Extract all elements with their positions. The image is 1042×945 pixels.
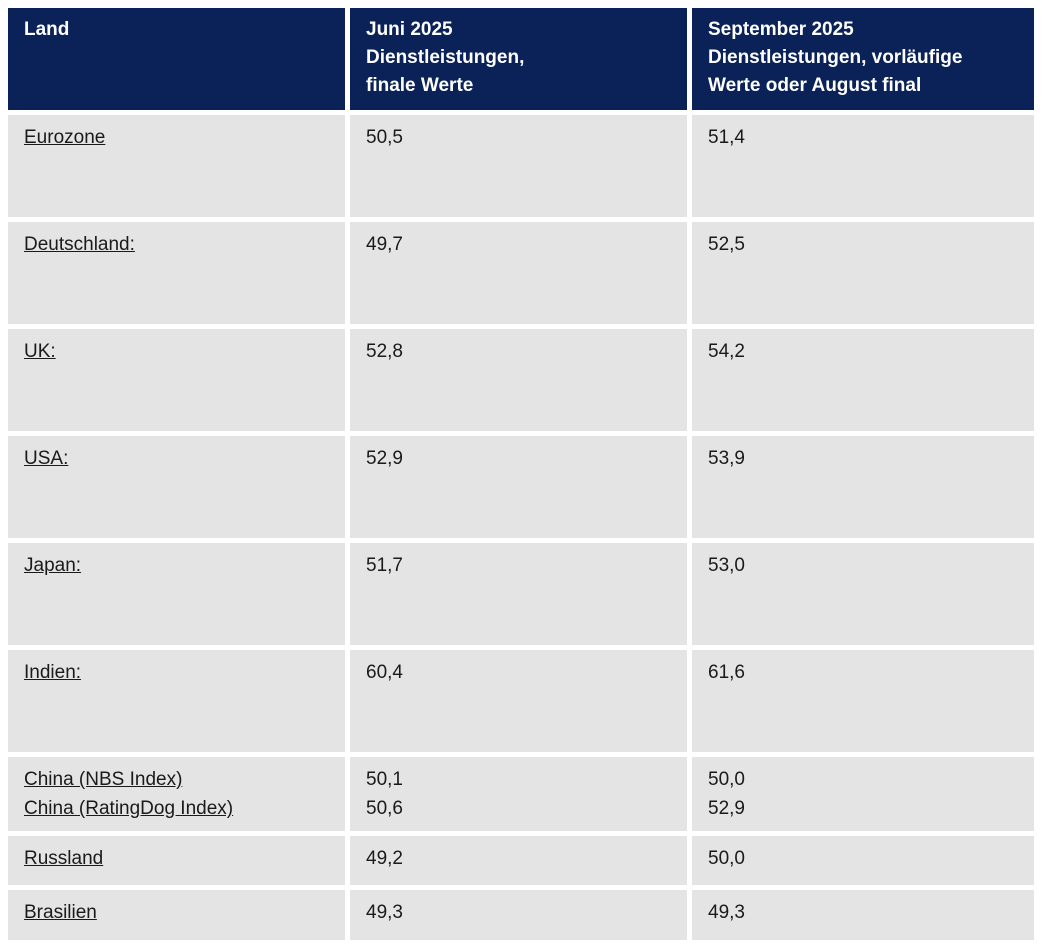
- value-juni: 51,7: [350, 543, 687, 645]
- country-cell: Eurozone: [8, 115, 345, 217]
- value-juni: 49,2: [350, 836, 687, 885]
- table-row-uk: UK: 52,8 54,2: [8, 329, 1034, 431]
- value-september: 51,4: [692, 115, 1034, 217]
- country-cell: Brasilien: [8, 890, 345, 940]
- country-cell: Japan:: [8, 543, 345, 645]
- value-september: 54,2: [692, 329, 1034, 431]
- table-row-indien: Indien: 60,4 61,6: [8, 650, 1034, 752]
- value-juni: 52,9: [350, 436, 687, 538]
- value-juni: 60,4: [350, 650, 687, 752]
- value-juni: 50,1 50,6: [350, 757, 687, 831]
- country-cell: Indien:: [8, 650, 345, 752]
- column-header-land: Land: [8, 8, 345, 110]
- country-cell: China (NBS Index) China (RatingDog Index…: [8, 757, 345, 831]
- country-link-japan[interactable]: Japan:: [24, 555, 82, 576]
- value-september: 49,3: [692, 890, 1034, 940]
- table-row-usa: USA: 52,9 53,9: [8, 436, 1034, 538]
- country-link-indien[interactable]: Indien:: [24, 662, 82, 683]
- value-september: 52,5: [692, 222, 1034, 324]
- column-header-september-2025: September 2025 Dienstleistungen, vorläuf…: [692, 8, 1034, 110]
- value-september: 50,0: [692, 836, 1034, 885]
- value-juni: 49,7: [350, 222, 687, 324]
- table-row-eurozone: Eurozone 50,5 51,4: [8, 115, 1034, 217]
- value-juni: 52,8: [350, 329, 687, 431]
- table-row-china: China (NBS Index) China (RatingDog Index…: [8, 757, 1034, 831]
- value-juni: 50,5: [350, 115, 687, 217]
- country-link-deutschland[interactable]: Deutschland:: [24, 234, 135, 255]
- table-header-row: Land Juni 2025 Dienstleistungen, finale …: [8, 8, 1034, 110]
- value-juni: 49,3: [350, 890, 687, 940]
- country-link-eurozone[interactable]: Eurozone: [24, 127, 106, 148]
- country-link-russland[interactable]: Russland: [24, 848, 104, 869]
- value-september: 53,0: [692, 543, 1034, 645]
- country-cell: Russland: [8, 836, 345, 885]
- value-september: 53,9: [692, 436, 1034, 538]
- value-september: 50,0 52,9: [692, 757, 1034, 831]
- column-header-juni-2025: Juni 2025 Dienstleistungen, finale Werte: [350, 8, 687, 110]
- country-cell: Deutschland:: [8, 222, 345, 324]
- country-cell: UK:: [8, 329, 345, 431]
- country-cell: USA:: [8, 436, 345, 538]
- table-row-russland: Russland 49,2 50,0: [8, 836, 1034, 885]
- pmi-services-table: Land Juni 2025 Dienstleistungen, finale …: [3, 3, 1039, 945]
- value-september: 61,6: [692, 650, 1034, 752]
- table-row-brasilien: Brasilien 49,3 49,3: [8, 890, 1034, 940]
- table-row-japan: Japan: 51,7 53,0: [8, 543, 1034, 645]
- country-link-usa[interactable]: USA:: [24, 448, 69, 469]
- table-row-deutschland: Deutschland: 49,7 52,5: [8, 222, 1034, 324]
- country-link-uk[interactable]: UK:: [24, 341, 56, 362]
- country-link-brasilien[interactable]: Brasilien: [24, 902, 97, 923]
- country-link-china[interactable]: China (NBS Index) China (RatingDog Index…: [24, 769, 234, 819]
